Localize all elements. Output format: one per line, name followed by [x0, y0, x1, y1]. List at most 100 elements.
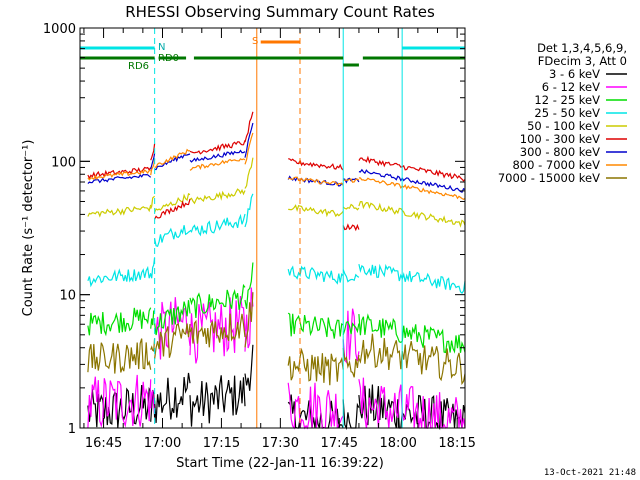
legend-header-line2: FDecim 3, Att 0: [538, 54, 627, 68]
series-line-5-seg-6: [342, 223, 360, 232]
series-line-4-seg-4: [244, 157, 254, 189]
series-line-2-seg-3: [189, 283, 246, 318]
y-axis-label: Count Rate (s⁻¹ detector⁻¹): [21, 140, 36, 317]
legend: Det 1,3,4,5,6,9, FDecim 3, Att 0 3 - 6 k…: [498, 41, 627, 185]
series-line-3-seg-4: [244, 193, 254, 228]
x-axis-label: Start Time (22-Jan-11 16:39:22): [176, 456, 384, 471]
series-line-4-seg-6: [342, 203, 360, 211]
chart-title: RHESSI Observing Summary Count Rates: [125, 3, 435, 21]
bar-label-n: N: [158, 42, 165, 53]
series-line-8-seg-2: [154, 323, 191, 360]
series-line-6-seg-2: [154, 153, 191, 171]
plot-frame: [79, 27, 466, 429]
series-line-1-seg-4: [244, 287, 254, 352]
legend-label-8: 7000 - 15000 keV: [498, 171, 600, 185]
series-line-5-seg-7: [358, 155, 466, 182]
x-tick-label-5: 18:00: [379, 436, 416, 451]
series-line-3-seg-3: [189, 213, 246, 237]
y-axis: 1 10 100 1000: [43, 22, 465, 437]
y-tick-label-1: 10: [59, 289, 76, 304]
series-line-2-seg-0: [87, 307, 152, 337]
series-line-4-seg-0: [87, 204, 152, 218]
series-line-5-seg-1: [150, 143, 156, 161]
series-line-4-seg-5: [288, 204, 344, 218]
legend-label-0: 3 - 6 keV: [549, 67, 600, 81]
y-tick-label-2: 100: [51, 155, 76, 170]
series-line-7-seg-3: [189, 158, 246, 171]
x-tick-label-6: 18:15: [438, 436, 475, 451]
legend-label-3: 25 - 50 keV: [534, 106, 600, 120]
y-tick-label-0: 1: [68, 422, 76, 437]
series-line-5-seg-3: [189, 140, 246, 155]
generation-timestamp: 13-Oct-2021 21:48: [544, 468, 636, 478]
series-line-2-seg-4: [244, 262, 254, 309]
series-line-1-seg-2: [154, 297, 191, 360]
series-line-0-seg-2: [154, 372, 191, 423]
series-line-8-seg-0: [87, 338, 152, 374]
series-line-1-seg-3: [189, 296, 246, 364]
series-line-7-seg-6: [343, 178, 360, 183]
series-line-0-seg-6: [342, 399, 360, 431]
series-line-7-seg-1: [150, 159, 156, 176]
series-line-8-seg-4: [244, 292, 254, 348]
series-line-1-seg-7: [358, 377, 466, 429]
series-line-5-seg-5: [288, 158, 344, 171]
bar-label-s: S: [252, 36, 258, 47]
x-tick-label-2: 17:15: [203, 436, 240, 451]
series-line-6-seg-1: [150, 153, 156, 170]
x-tick-label-3: 17:30: [262, 436, 299, 451]
legend-label-7: 800 - 7000 keV: [512, 158, 600, 172]
legend-label-2: 12 - 25 keV: [534, 93, 600, 107]
legend-header-line1: Det 1,3,4,5,6,9,: [537, 41, 627, 55]
x-axis: 16:45 17:00 17:15 17:30 17:45 18:00 18:15: [83, 28, 476, 451]
series-line-8-seg-5: [287, 347, 344, 386]
bar-label-rd6: RD6: [128, 61, 149, 72]
x-tick-label-4: 17:45: [321, 436, 358, 451]
series-line-8-seg-7: [358, 333, 466, 386]
series-line-7-seg-5: [288, 176, 344, 187]
series-line-7-seg-0: [87, 169, 151, 181]
series-line-3-seg-7: [358, 263, 466, 294]
series-line-0-seg-4: [244, 344, 254, 391]
bar-label-rd0: RD0: [158, 53, 179, 64]
series-line-1-seg-6: [342, 308, 360, 364]
series-line-8-seg-6: [342, 347, 360, 378]
x-tick-label-1: 17:00: [144, 436, 181, 451]
series-line-4-seg-7: [358, 200, 466, 228]
series-layer: [87, 111, 466, 431]
series-line-3-seg-2: [154, 225, 191, 248]
series-line-4-seg-2: [154, 193, 191, 213]
series-line-5-seg-2: [154, 198, 191, 220]
legend-label-1: 6 - 12 keV: [542, 80, 600, 94]
series-line-3-seg-1: [150, 257, 156, 279]
series-line-1-seg-1: [150, 390, 156, 415]
series-line-8-seg-1: [150, 338, 156, 353]
series-line-3-seg-6: [342, 269, 360, 283]
series-line-2-seg-2: [154, 300, 191, 336]
series-line-3-seg-5: [287, 265, 344, 285]
legend-label-4: 50 - 100 keV: [527, 119, 600, 133]
series-line-0-seg-3: [189, 375, 246, 427]
series-line-5-seg-4: [244, 111, 254, 143]
series-line-6-seg-0: [87, 173, 152, 185]
series-line-7-seg-7: [358, 177, 466, 200]
series-line-3-seg-0: [87, 265, 152, 288]
series-line-5-seg-0: [87, 166, 152, 180]
series-line-2-seg-6: [342, 320, 360, 335]
series-line-4-seg-3: [189, 188, 246, 205]
series-line-1-seg-5: [287, 382, 344, 430]
series-line-1-seg-0: [87, 374, 152, 429]
series-line-6-seg-7: [358, 168, 466, 194]
legend-label-6: 300 - 800 keV: [520, 145, 600, 159]
series-line-4-seg-1: [150, 195, 156, 209]
series-line-2-seg-1: [150, 310, 155, 329]
series-line-7-seg-2: [154, 148, 191, 169]
series-line-6-seg-4: [244, 122, 254, 158]
series-line-2-seg-7: [358, 313, 466, 354]
series-line-7-seg-4: [244, 132, 254, 165]
legend-label-5: 100 - 300 keV: [520, 132, 600, 146]
series-line-8-seg-3: [189, 313, 246, 348]
series-line-6-seg-3: [189, 149, 246, 163]
